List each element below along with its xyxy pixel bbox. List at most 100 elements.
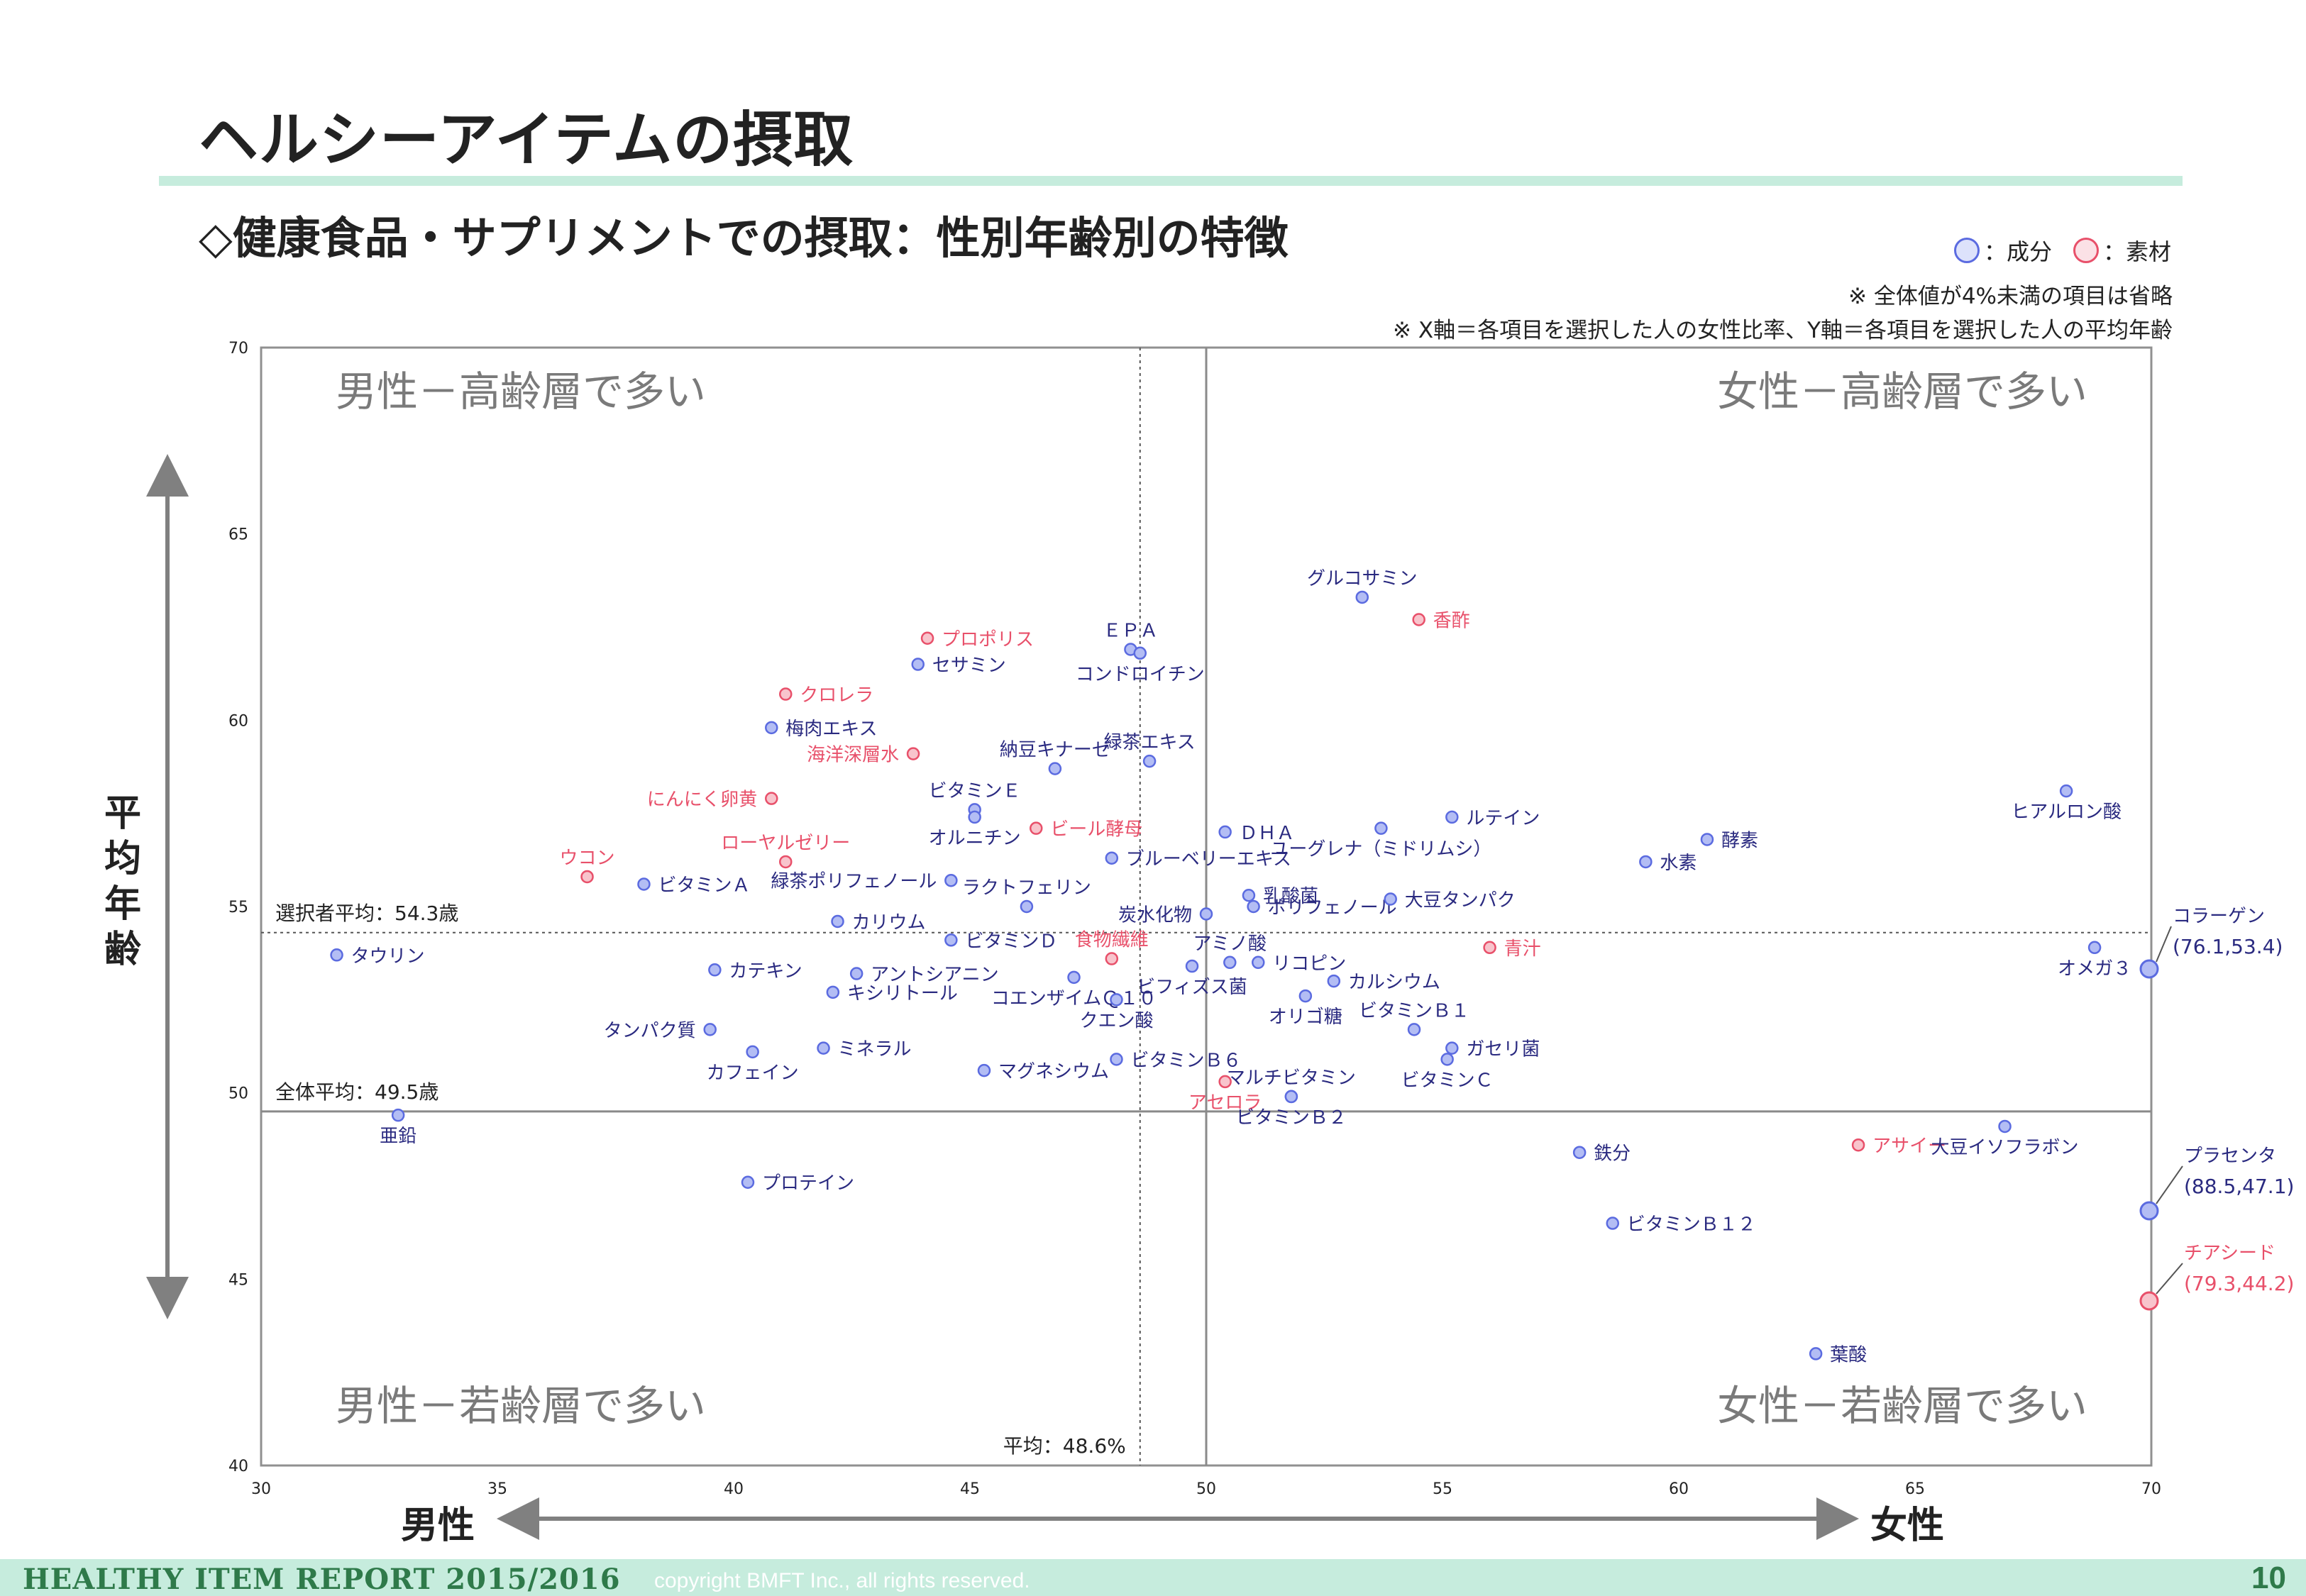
data-point-label: プロポリス [942,629,1034,650]
data-point-marker [831,914,844,929]
data-point-label: ローヤルゼリー [721,833,850,854]
data-point-marker [944,873,958,887]
data-point-marker [1048,762,1062,775]
x-tick-label: 70 [2141,1480,2161,1498]
data-point-label: 酵素 [1721,830,1758,851]
data-point-marker [580,870,594,884]
data-point-marker [330,948,343,962]
data-point-label: ビール酵母 [1050,819,1142,841]
offscale-point-value: (76.1,53.4) [2173,935,2283,958]
offscale-leader-line [2156,926,2172,963]
data-point-marker [1572,1146,1587,1159]
offscale-leader-line [2156,1165,2183,1204]
y-tick-label: 40 [228,1458,248,1475]
data-point-label: オリゴ糖 [1269,1007,1342,1028]
data-point-marker [906,747,920,760]
data-point-label: アントシアニン [871,965,998,986]
data-point-label: ビタミンＥ [929,780,1021,802]
reference-label: 平均：48.6% [1003,1434,1126,1458]
data-point-marker [1110,1053,1123,1066]
data-point-label: ミネラル [838,1039,912,1060]
data-point-label: オメガ３ [2058,958,2131,980]
data-point-label: ポリフェノール [1268,897,1397,919]
legend-item-material: ：素材 [2073,234,2171,267]
legend-item-component: ：成分 [1953,234,2052,267]
data-point-marker [746,1045,759,1059]
data-point-marker [817,1041,830,1055]
y-axis-title: 平均年齢 [104,792,141,971]
data-point-label: 香酢 [1433,610,1470,631]
offscale-point-value: (88.5,47.1) [2184,1175,2294,1198]
data-point-marker [1700,833,1714,846]
data-point-marker [708,963,722,977]
data-point-marker [1998,1119,2012,1134]
data-point-marker [765,721,778,735]
x-axis-label-male: 男性 [401,1504,475,1547]
data-point-marker [911,658,925,671]
data-point-marker [826,985,840,999]
offscale-point-marker [2139,959,2159,979]
footer-bar [0,1559,2306,1596]
offscale-point-value: (79.3,44.2) [2184,1272,2294,1295]
x-tick-label: 40 [724,1480,744,1498]
data-point-label: マグネシウム [998,1061,1109,1082]
data-point-marker [1067,970,1081,985]
data-point-label: 大豆タンパク [1405,890,1516,911]
data-point-marker [1374,821,1388,835]
y-tick-label: 70 [228,340,248,358]
legend-label-material: ：素材 [2102,238,2171,265]
data-point-marker [944,933,958,947]
data-point-label: セサミン [932,655,1006,677]
y-tick-label: 45 [228,1271,248,1289]
data-point-label: グルコサミン [1307,568,1417,589]
data-point-label: ヒアルロン酸 [2011,802,2122,823]
data-point-marker [2059,784,2073,798]
data-point-marker [1218,825,1232,839]
offscale-point-label: コラーゲン [2173,906,2265,927]
data-point-label: ブルーベリーエキス [1126,849,1291,870]
data-point-marker [1445,810,1459,824]
y-tick-label: 65 [228,526,248,544]
offscale-point-label: プラセンタ [2184,1146,2276,1167]
data-point-marker [637,877,651,891]
data-point-marker [1298,989,1313,1003]
data-point-marker [1412,613,1425,626]
data-point-marker [1252,955,1265,970]
data-point-label: ビタミンＢ１ [1359,1000,1469,1021]
quadrant-label-top-left: 男性－高齢層で多い [336,367,706,416]
x-tick-label: 55 [1433,1480,1452,1498]
data-point-label: にんにく卵黄 [647,789,757,811]
data-point-marker [703,1023,717,1036]
data-point-marker [1105,952,1119,965]
data-point-label: マルチビタミン [1227,1068,1356,1089]
y-tick-label: 55 [228,899,248,916]
data-point-label: ビタミンＢ１２ [1627,1214,1756,1236]
x-tick-label: 65 [1905,1480,1925,1498]
data-point-marker [1851,1138,1865,1152]
data-point-marker [1242,888,1256,902]
data-point-marker [1355,590,1369,604]
data-point-label: 大豆イソフラボン [1931,1137,2079,1158]
data-point-label: アセロラ [1188,1092,1262,1114]
data-point-label: 乳酸菌 [1263,886,1318,907]
page-subtitle: ◇健康食品・サプリメントでの摂取：性別年齢別の特徴 [199,212,1289,264]
legend: ：成分 ：素材 [1933,234,2171,267]
offscale-point-marker [2139,1201,2159,1221]
data-point-label: 海洋深層水 [807,745,899,766]
note-axis-definition: ※ X軸＝各項目を選択した人の女性比率、Y軸＝各項目を選択した人の平均年齢 [1393,318,2173,343]
data-point-marker [1218,1075,1232,1089]
data-point-marker [765,792,778,805]
data-point-marker [1384,892,1397,906]
data-point-label: 食物繊維 [1075,930,1149,951]
data-point-marker [1809,1347,1823,1361]
note-omitted-items: ※ 全体値が4%未満の項目は省略 [1848,284,2173,309]
footer-copyright: copyright BMFT Inc., all rights reserved… [654,1569,1030,1592]
data-point-label: コエンザイムＱ１０ [991,988,1157,1009]
x-axis-label-female: 女性 [1870,1504,1945,1547]
data-point-label: ＤＨＡ [1240,823,1295,844]
data-point-label: クロレラ [800,685,873,706]
data-point-label: ＥＰＡ [1103,621,1158,642]
data-point-label: クエン酸 [1079,1010,1153,1031]
data-point-marker [1110,993,1123,1007]
